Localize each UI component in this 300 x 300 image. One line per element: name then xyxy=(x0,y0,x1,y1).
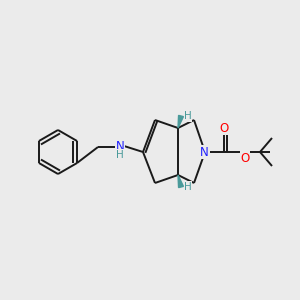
Text: O: O xyxy=(219,122,229,134)
Polygon shape xyxy=(178,116,183,128)
Text: H: H xyxy=(184,111,192,121)
Text: N: N xyxy=(116,140,124,152)
Text: H: H xyxy=(184,182,192,192)
Polygon shape xyxy=(178,175,183,188)
Text: N: N xyxy=(200,146,208,158)
Text: H: H xyxy=(116,150,124,160)
Text: O: O xyxy=(240,152,250,164)
